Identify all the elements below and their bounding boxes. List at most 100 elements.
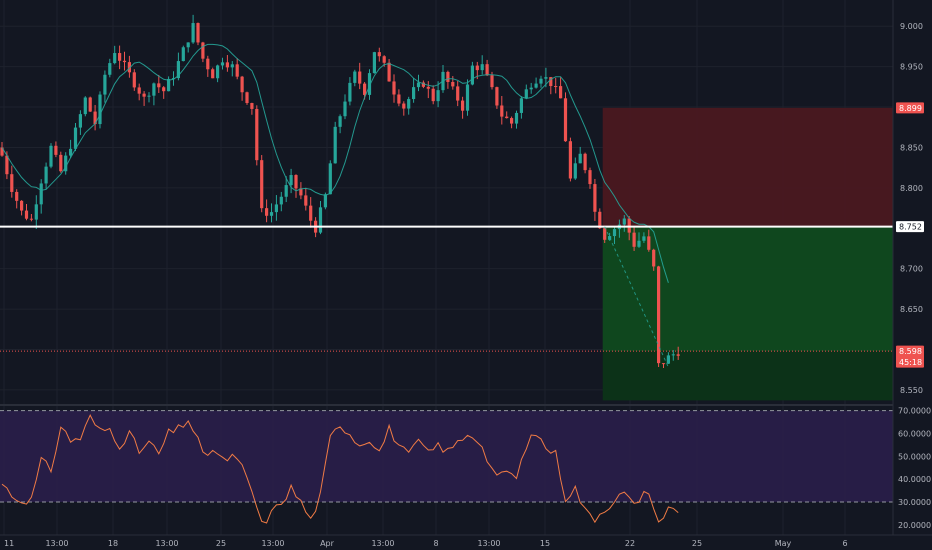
candle-body — [372, 52, 376, 74]
rsi-pane[interactable] — [0, 410, 893, 524]
time-tick-label: 13:00 — [45, 539, 68, 548]
candle-body — [157, 83, 161, 88]
candle-body — [495, 87, 499, 106]
entry-price-tag: 8.752 — [896, 221, 924, 233]
candle-body — [534, 83, 538, 88]
time-tick-label: 15 — [540, 539, 550, 548]
candle-body — [132, 72, 136, 88]
time-tick-label: 8 — [433, 539, 438, 548]
candle-body — [593, 184, 597, 212]
moving-average-line — [1, 43, 669, 283]
candle-body — [490, 75, 494, 88]
candle-body — [44, 166, 48, 184]
candle-body — [274, 204, 278, 213]
candle-body — [152, 83, 156, 96]
rsi-tick-label: 20.0000 — [898, 521, 931, 530]
candle-body — [265, 208, 269, 216]
candle-body — [88, 97, 92, 112]
candle-body — [240, 76, 244, 93]
time-axis-background — [0, 535, 932, 550]
rsi-axis[interactable]: 70.0000 60.0000 50.0000 40.0000 30.0000 20.00… — [898, 407, 931, 530]
price-tick-label: 8.700 — [900, 265, 923, 274]
candle-body — [554, 86, 558, 88]
stop-price-label: 8.899 — [899, 104, 922, 113]
candle-body — [284, 185, 288, 197]
candle-body — [358, 71, 362, 84]
time-tick-label: 6 — [842, 539, 847, 548]
rsi-tick-label: 40.0000 — [898, 475, 931, 484]
projection-dashed-line — [604, 226, 669, 368]
candle-body — [20, 200, 24, 211]
time-tick-label: 13:00 — [261, 539, 284, 548]
candle-body — [632, 232, 636, 247]
candle-body — [0, 147, 4, 156]
time-tick-label: 11 — [4, 539, 14, 548]
stop-loss-zone[interactable] — [602, 107, 893, 227]
candle-body — [343, 101, 347, 117]
candle-body — [323, 194, 327, 208]
time-tick-label: 13:00 — [371, 539, 394, 548]
candle-body — [142, 93, 146, 97]
candle-body — [456, 86, 460, 101]
price-axis[interactable]: 9.0008.9508.9008.8508.8008.7008.6508.600… — [892, 0, 932, 535]
candle-body — [348, 82, 352, 102]
candle-body — [220, 62, 225, 66]
candle-body — [103, 74, 107, 95]
candle-body — [338, 116, 342, 127]
candle-body — [451, 81, 455, 87]
candle-body — [59, 154, 63, 172]
price-pane[interactable] — [0, 14, 893, 401]
candle-body — [245, 92, 249, 104]
candle-body — [627, 218, 631, 233]
candle-body — [657, 266, 661, 364]
candle-body — [69, 148, 73, 156]
candle-body — [167, 78, 171, 92]
candle-body — [78, 114, 82, 128]
take-profit-zone[interactable] — [602, 226, 893, 352]
candle-body — [196, 23, 200, 43]
candle-body — [181, 47, 185, 62]
candle-body — [289, 175, 293, 186]
candle-body — [652, 249, 656, 267]
candles[interactable] — [0, 14, 680, 369]
candle-body — [333, 126, 337, 164]
take-profit-zone-lower — [602, 351, 893, 401]
candle-body — [201, 42, 205, 59]
candle-body — [475, 65, 479, 71]
time-axis[interactable]: 11 13:00 18 13:00 25 13:00 Apr 13:00 8 13:00 15 22 2… — [0, 534, 932, 550]
candle-body — [465, 84, 470, 111]
candle-body — [397, 94, 401, 104]
candle-body — [93, 111, 97, 125]
candle-body — [524, 89, 528, 99]
candle-body — [230, 64, 234, 68]
candle-body — [559, 86, 563, 99]
candle-body — [255, 108, 259, 161]
candle-body — [529, 87, 533, 90]
time-tick-label: 13:00 — [155, 539, 178, 548]
candle-body — [206, 58, 210, 70]
candle-body — [642, 236, 646, 241]
rsi-tick-label: 60.0000 — [898, 429, 931, 438]
entry-price-label: 8.752 — [899, 223, 922, 232]
time-tick-label: 25 — [216, 539, 226, 548]
current-price-tag: 8.598 45:18 — [896, 345, 924, 368]
candle-body — [235, 64, 239, 77]
rsi-tick-label: 30.0000 — [898, 498, 931, 507]
candle-body — [5, 155, 9, 175]
candle-body — [294, 175, 298, 189]
candle-body — [392, 81, 396, 95]
candle-body — [137, 87, 141, 94]
candle-body — [176, 61, 180, 79]
candle-body — [29, 218, 33, 220]
candle-body — [407, 99, 411, 109]
price-axis-background — [893, 0, 932, 404]
candle-body — [382, 56, 386, 63]
pane-separator[interactable] — [0, 404, 893, 406]
candle-body — [402, 103, 406, 109]
candle-body — [436, 90, 440, 102]
candle-body — [309, 205, 313, 221]
candle-body — [377, 52, 381, 57]
candle-body — [573, 163, 577, 179]
candle-body — [563, 98, 568, 142]
